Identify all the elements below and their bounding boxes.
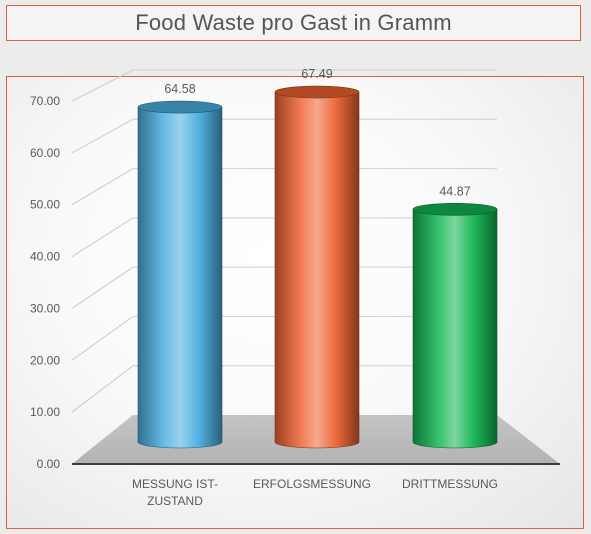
x-tick-label: ERFOLGSMESSUNG (253, 477, 371, 491)
gridline-side (71, 365, 134, 413)
bar (412, 203, 498, 449)
x-tick-label: MESSUNG IST- (132, 477, 218, 491)
gridline-side (71, 266, 134, 309)
data-label: 64.58 (164, 82, 195, 96)
chart-title-box: Food Waste pro Gast in Gramm (6, 5, 581, 41)
data-label: 67.49 (301, 67, 332, 81)
x-tick-label: DRITTMESSUNG (402, 477, 498, 491)
bar (137, 100, 223, 449)
bar-body (274, 91, 360, 449)
gridline-side (71, 217, 134, 258)
gridline-side (71, 118, 134, 154)
y-tick-label: 0.00 (37, 457, 61, 471)
y-tick-label: 50.00 (30, 198, 60, 212)
gridline-side (71, 168, 134, 206)
bar-body (412, 209, 498, 449)
y-tick-label: 60.00 (30, 146, 60, 160)
bar-top (274, 85, 360, 99)
y-tick-label: 40.00 (30, 250, 60, 264)
bar-body (137, 106, 223, 449)
bar (274, 85, 360, 449)
gridline-side (71, 69, 134, 102)
y-tick-label: 10.00 (30, 405, 60, 419)
bar-top (412, 203, 498, 216)
data-label: 44.87 (439, 184, 470, 198)
y-tick-label: 70.00 (30, 94, 60, 108)
y-tick-label: 20.00 (30, 353, 60, 367)
y-tick-label: 30.00 (30, 301, 60, 315)
x-tick-label: ZUSTAND (147, 494, 203, 508)
bar-top (137, 100, 223, 114)
chart-title: Food Waste pro Gast in Gramm (135, 10, 452, 35)
gridline-side (71, 315, 134, 361)
